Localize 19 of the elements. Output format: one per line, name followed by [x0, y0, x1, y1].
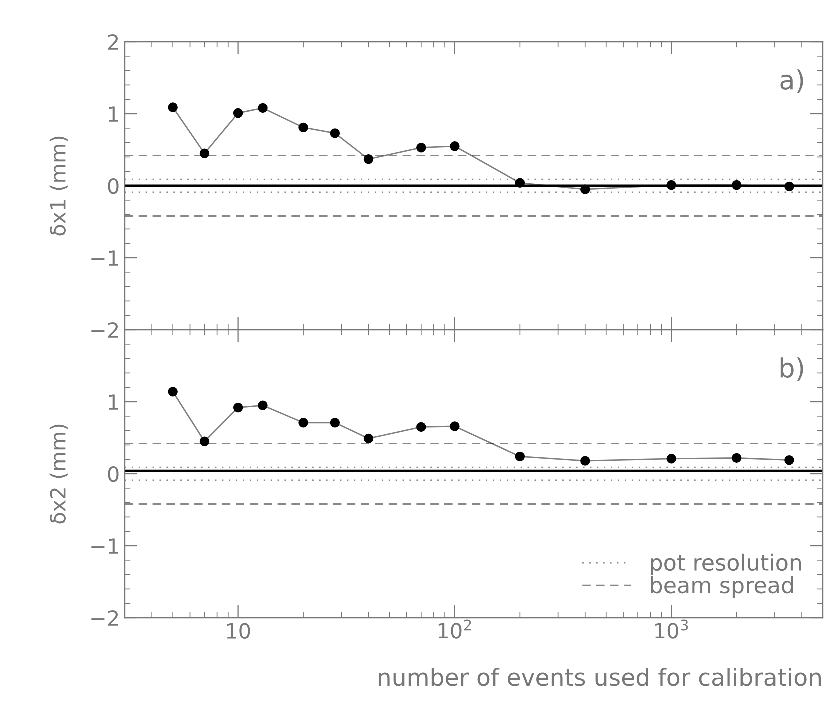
annotation: b): [780, 358, 804, 382]
legend-label: beam spread: [651, 576, 794, 598]
y-tick-label: 2: [108, 34, 118, 50]
legend-label: pot resolution: [651, 554, 802, 576]
y-axis-title: δx2 (mm): [50, 424, 68, 524]
y-axis-title: δx1 (mm): [50, 136, 68, 236]
x-tick-label: 10: [227, 623, 250, 640]
y-tick-label: 1: [109, 106, 118, 122]
y-tick-label: −1: [92, 538, 118, 554]
y-tick-label: 0: [108, 466, 119, 482]
x-tick-label: 10$^{2}$: [438, 620, 472, 639]
annotation: a): [780, 70, 804, 94]
x-tick-label: 10$^{3}$: [656, 620, 688, 639]
y-tick-label: −2: [92, 322, 118, 338]
x-axis-title: number of events used for calibration: [378, 668, 822, 686]
y-tick-label: 1: [109, 394, 118, 410]
y-tick-label: −2: [92, 610, 118, 626]
y-tick-label: −1: [92, 250, 118, 266]
y-tick-label: 0: [108, 178, 119, 194]
